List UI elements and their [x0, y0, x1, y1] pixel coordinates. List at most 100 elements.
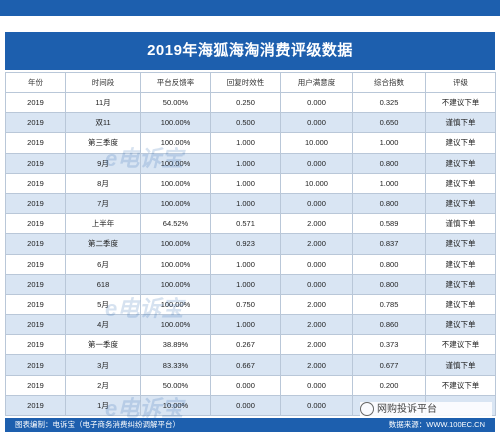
cell-year: 2019	[5, 112, 66, 134]
cell-index: 0.650	[352, 112, 426, 134]
cell-feedback-rate: 64.52%	[140, 213, 211, 235]
cell-satisfaction: 10.000	[280, 132, 353, 154]
cell-satisfaction: 2.000	[280, 354, 353, 376]
cell-period: 5月	[65, 293, 141, 316]
cell-year: 2019	[5, 192, 66, 215]
cell-year: 2019	[5, 293, 66, 316]
table-body: 2019 11月 50.00% 0.250 0.000 0.325 不建议下单 2019 双11…	[5, 91, 496, 417]
table-header-row: 年份 时间段 平台反馈率 回复时效性 用户满意度 综合指数 评级	[5, 72, 496, 93]
cell-index: 0.800	[352, 152, 426, 174]
social-watermark: 网购投诉平台	[360, 402, 492, 418]
cell-index: 0.325	[352, 91, 426, 114]
cell-period: 618	[65, 273, 141, 295]
cell-period: 7月	[65, 192, 141, 215]
cell-year: 2019	[5, 374, 66, 396]
table-row: 2019 上半年 64.52% 0.571 2.000 0.589 谨慎下单	[5, 213, 496, 235]
cell-response-time: 1.000	[210, 314, 281, 336]
cell-rating: 建议下单	[425, 132, 496, 154]
cell-feedback-rate: 100.00%	[140, 172, 211, 194]
cell-satisfaction: 2.000	[280, 213, 353, 235]
cell-feedback-rate: 83.33%	[140, 354, 211, 376]
cell-satisfaction: 0.000	[280, 91, 353, 114]
cell-rating: 谨慎下单	[425, 354, 496, 376]
social-label: 网购投诉平台	[377, 404, 437, 415]
cell-index: 1.000	[352, 132, 426, 154]
table-row: 2019 双11 100.00% 0.500 0.000 0.650 谨慎下单	[5, 112, 496, 134]
cell-response-time: 1.000	[210, 273, 281, 295]
cell-satisfaction: 0.000	[280, 152, 353, 174]
cell-satisfaction: 0.000	[280, 394, 353, 417]
cell-period: 第一季度	[65, 334, 141, 356]
cell-period: 11月	[65, 91, 141, 114]
cell-year: 2019	[5, 172, 66, 194]
cell-index: 0.860	[352, 314, 426, 336]
cell-index: 0.785	[352, 293, 426, 316]
cell-response-time: 0.923	[210, 233, 281, 255]
table-row: 2019 4月 100.00% 1.000 2.000 0.860 建议下单	[5, 314, 496, 336]
cell-rating: 不建议下单	[425, 334, 496, 356]
cell-response-time: 0.571	[210, 213, 281, 235]
cell-period: 第二季度	[65, 233, 141, 255]
table-row: 2019 第三季度 100.00% 1.000 10.000 1.000 建议下单	[5, 132, 496, 154]
cell-period: 4月	[65, 314, 141, 336]
cell-period: 6月	[65, 253, 141, 275]
cell-year: 2019	[5, 233, 66, 255]
cell-rating: 建议下单	[425, 253, 496, 275]
col-response-time-header: 回复时效性	[210, 72, 281, 93]
cell-satisfaction: 10.000	[280, 172, 353, 194]
cell-feedback-rate: 100.00%	[140, 233, 211, 255]
cell-year: 2019	[5, 132, 66, 154]
cell-response-time: 0.267	[210, 334, 281, 356]
cell-rating: 建议下单	[425, 273, 496, 295]
cell-satisfaction: 0.000	[280, 253, 353, 275]
cell-period: 上半年	[65, 213, 141, 235]
cell-period: 1月	[65, 394, 141, 417]
cell-rating: 建议下单	[425, 192, 496, 215]
cell-response-time: 0.667	[210, 354, 281, 376]
table-row: 2019 7月 100.00% 1.000 0.000 0.800 建议下单	[5, 192, 496, 215]
table-row: 2019 3月 83.33% 0.667 2.000 0.677 谨慎下单	[5, 354, 496, 376]
cell-rating: 建议下单	[425, 152, 496, 174]
cell-year: 2019	[5, 354, 66, 376]
cell-feedback-rate: 38.89%	[140, 334, 211, 356]
cell-feedback-rate: 100.00%	[140, 273, 211, 295]
cell-response-time: 1.000	[210, 152, 281, 174]
cell-feedback-rate: 100.00%	[140, 253, 211, 275]
cell-satisfaction: 0.000	[280, 374, 353, 396]
cell-rating: 谨慎下单	[425, 213, 496, 235]
table-row: 2019 8月 100.00% 1.000 10.000 1.000 建议下单	[5, 172, 496, 194]
cell-feedback-rate: 100.00%	[140, 152, 211, 174]
cell-satisfaction: 2.000	[280, 334, 353, 356]
table-row: 2019 1月 10.00% 0.000 0.000	[5, 394, 496, 417]
cell-index: 0.200	[352, 374, 426, 396]
cell-index: 0.589	[352, 213, 426, 235]
cell-year: 2019	[5, 253, 66, 275]
cell-period: 3月	[65, 354, 141, 376]
cell-satisfaction: 0.000	[280, 112, 353, 134]
cell-year: 2019	[5, 394, 66, 417]
cell-period: 双11	[65, 112, 141, 134]
cell-period: 2月	[65, 374, 141, 396]
cell-rating: 谨慎下单	[425, 112, 496, 134]
cell-index: 0.800	[352, 192, 426, 215]
cell-satisfaction: 2.000	[280, 293, 353, 316]
cell-feedback-rate: 100.00%	[140, 132, 211, 154]
cell-rating: 建议下单	[425, 172, 496, 194]
cell-response-time: 0.500	[210, 112, 281, 134]
table-row: 2019 2月 50.00% 0.000 0.000 0.200 不建议下单	[5, 374, 496, 396]
cell-period: 9月	[65, 152, 141, 174]
footer-source: 数据来源：WWW.100EC.CN	[388, 420, 485, 429]
cell-year: 2019	[5, 314, 66, 336]
cell-satisfaction: 0.000	[280, 273, 353, 295]
cell-year: 2019	[5, 91, 66, 114]
cell-period: 第三季度	[65, 132, 141, 154]
cell-feedback-rate: 100.00%	[140, 192, 211, 215]
cell-response-time: 1.000	[210, 192, 281, 215]
table-row: 2019 5月 100.00% 0.750 2.000 0.785 建议下单	[5, 293, 496, 316]
cell-period: 8月	[65, 172, 141, 194]
cell-response-time: 1.000	[210, 132, 281, 154]
cell-rating: 建议下单	[425, 314, 496, 336]
cell-year: 2019	[5, 152, 66, 174]
cell-response-time: 1.000	[210, 172, 281, 194]
